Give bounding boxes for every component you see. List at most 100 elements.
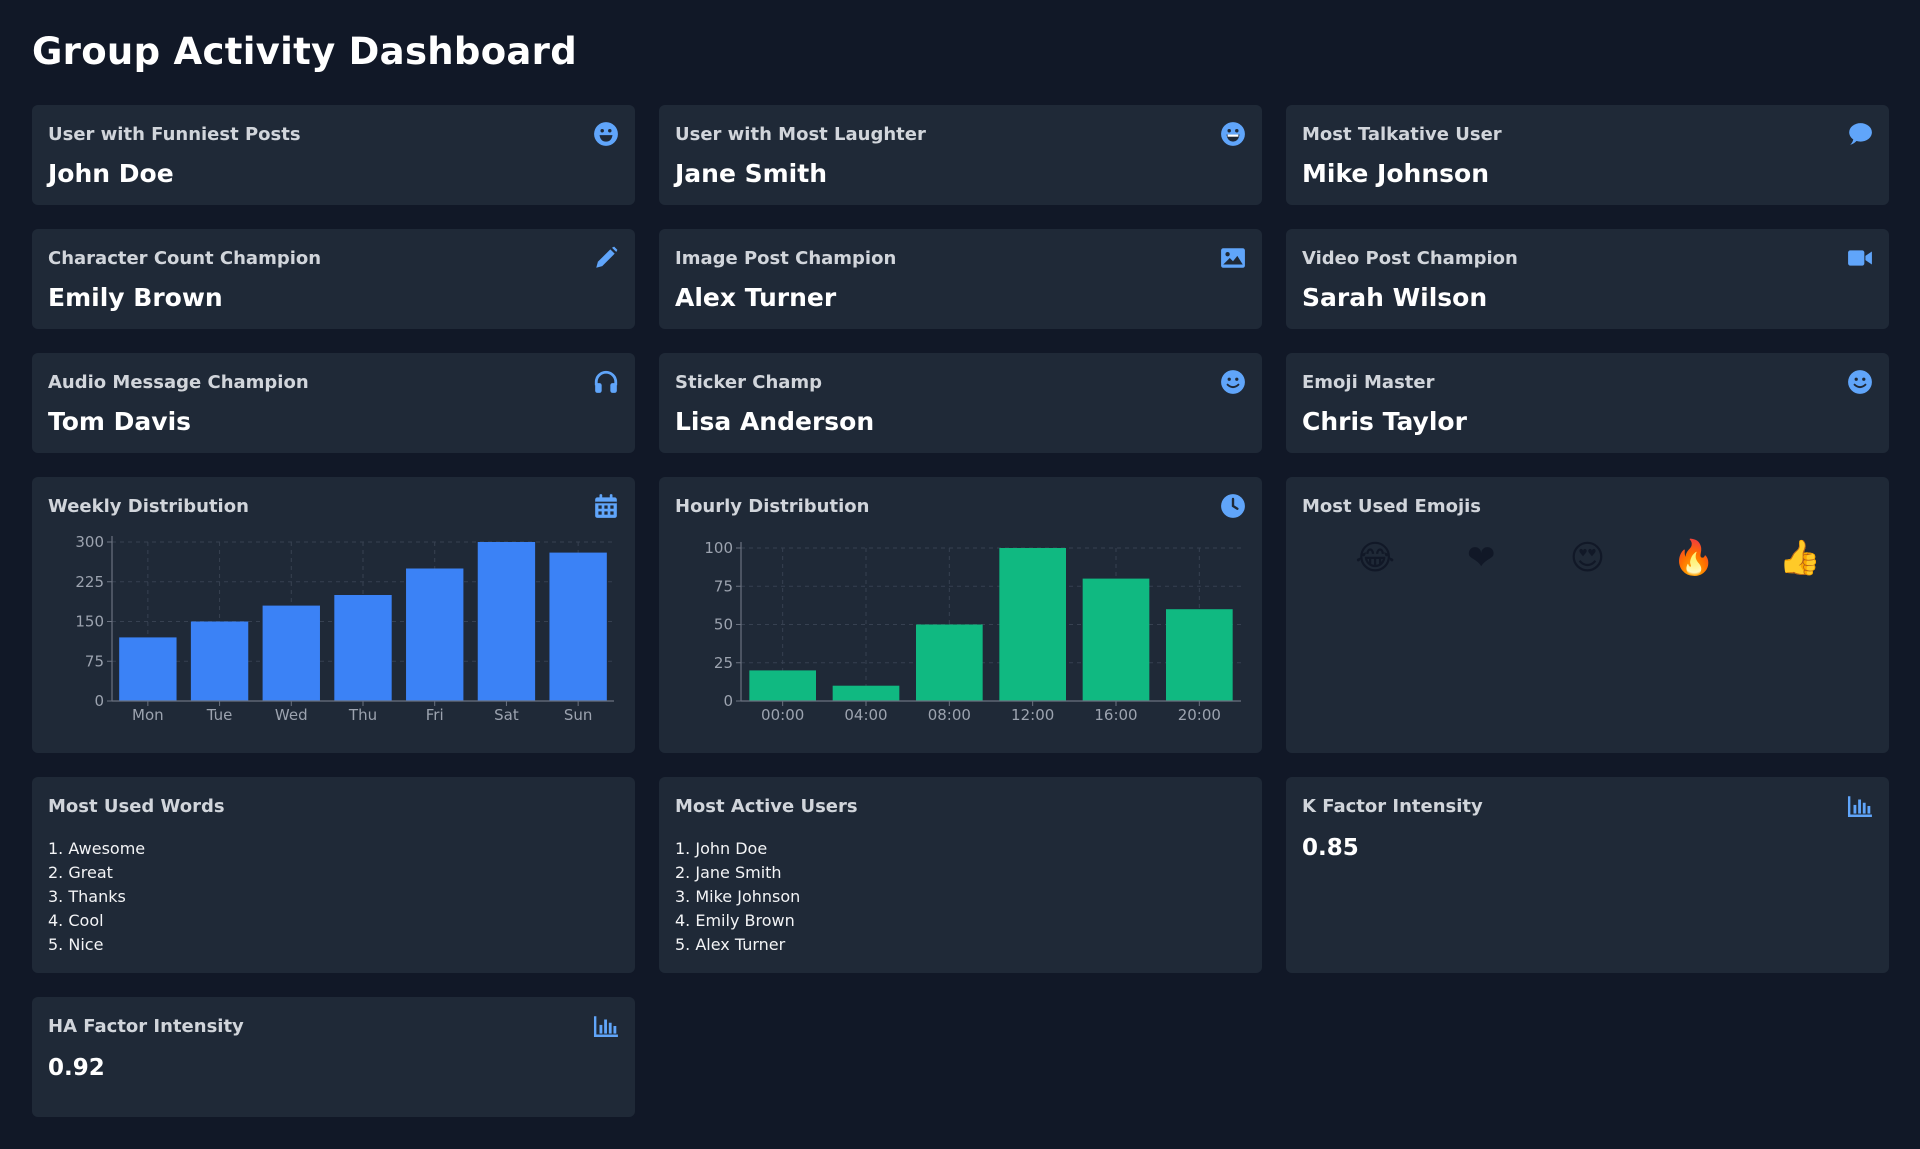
x-tick-label: 00:00 (761, 706, 804, 724)
hourly-bar-chart: 0 25 50 75 100 00:00 04:00 08:00 12:00 16:00 20:00 (704, 539, 1241, 724)
x-tick-label: Sun (564, 706, 593, 724)
stat-card-funniest: User with Funniest Posts John Doe (32, 105, 635, 205)
bar (916, 624, 983, 701)
smile-icon (1847, 369, 1873, 395)
bar (999, 548, 1066, 701)
user-list: 1. John Doe 2. Jane Smith 3. Mike Johnso… (675, 837, 1246, 957)
x-tick-label: 20:00 (1178, 706, 1221, 724)
y-tick-label: 75 (714, 577, 733, 595)
y-tick-label: 150 (75, 613, 104, 631)
x-tick-label: 12:00 (1011, 706, 1054, 724)
bar (832, 685, 900, 701)
factor-value: 0.85 (1302, 835, 1359, 861)
emoji-card-title: Most Used Emojis (1302, 496, 1482, 517)
word-list: 1. Awesome 2. Great 3. Thanks 4. Cool 5.… (48, 837, 619, 957)
stat-card-video-post: Video Post Champion Sarah Wilson (1286, 229, 1889, 329)
stat-title: Most Talkative User (1302, 124, 1502, 145)
x-tick-label: Fri (426, 706, 444, 724)
list-item: 3. Mike Johnson (675, 887, 801, 906)
most-used-words-card: Most Used Words 1. Awesome 2. Great 3. T… (32, 777, 635, 973)
weekly-bar-chart: 0 75 150 225 300 Mon Tue Wed Thu Fri Sat Sun (75, 533, 614, 724)
stat-title: Image Post Champion (675, 248, 897, 269)
bar (549, 552, 607, 701)
x-tick-label: Sat (494, 706, 519, 724)
y-tick-label: 0 (723, 692, 733, 710)
stat-value: Alex Turner (675, 283, 837, 312)
stat-card-image-post: Image Post Champion Alex Turner (659, 229, 1262, 329)
stat-card-character-count: Character Count Champion Emily Brown (32, 229, 635, 329)
bar (190, 621, 249, 701)
emoji-item: 👍 (1778, 538, 1822, 578)
weekly-distribution-card: Weekly Distribution 0 75 150 225 300 Mon Tue We… (32, 477, 635, 753)
dashboard-grid: User with Funniest Posts John Doe User w… (32, 105, 1889, 1117)
list-item: 1. Awesome (48, 839, 146, 858)
x-tick-label: Mon (132, 706, 164, 724)
stat-value: Emily Brown (48, 283, 223, 312)
stat-value: Tom Davis (48, 407, 192, 436)
emoji-item: 😂 (1355, 538, 1395, 578)
image-icon (1220, 245, 1246, 271)
list-item: 4. Emily Brown (675, 911, 795, 930)
chart-bar-icon (593, 1013, 619, 1039)
factor-title: K Factor Intensity (1302, 796, 1483, 817)
list-title: Most Used Words (48, 796, 225, 817)
x-tick-label: Tue (206, 706, 233, 724)
emoji-list: 😂 ❤ 😍 🔥 👍 (1302, 533, 1873, 583)
list-item: 5. Nice (48, 935, 104, 954)
stat-title: User with Funniest Posts (48, 124, 301, 145)
stat-title: Sticker Champ (675, 372, 823, 393)
stat-title: User with Most Laughter (675, 124, 926, 145)
stat-value: Chris Taylor (1302, 407, 1467, 436)
stat-card-laughter: User with Most Laughter Jane Smith (659, 105, 1262, 205)
page-title: Group Activity Dashboard (32, 30, 578, 73)
chart-title: Hourly Distribution (675, 496, 870, 517)
stat-title: Video Post Champion (1302, 248, 1518, 269)
list-item: 2. Jane Smith (675, 863, 782, 882)
x-tick-label: Wed (275, 706, 308, 724)
bar (1082, 578, 1150, 701)
bar (406, 568, 464, 701)
hourly-distribution-card: Hourly Distribution 0 25 50 75 100 00:00 04:00… (659, 477, 1262, 753)
grin-icon (593, 121, 619, 147)
smile-icon (1220, 369, 1246, 395)
chart-bar-icon (1847, 793, 1873, 819)
factor-title: HA Factor Intensity (48, 1016, 244, 1037)
k-factor-card: K Factor Intensity 0.85 (1286, 777, 1889, 973)
list-title: Most Active Users (675, 796, 858, 817)
y-tick-label: 75 (85, 652, 104, 670)
emoji-item: ❤ (1467, 538, 1496, 578)
x-tick-label: Thu (348, 706, 377, 724)
stat-title: Character Count Champion (48, 248, 322, 269)
emoji-item: 🔥 (1672, 538, 1715, 578)
stat-value: Jane Smith (675, 159, 828, 188)
bar (334, 595, 392, 701)
x-tick-label: 04:00 (844, 706, 887, 724)
list-item: 4. Cool (48, 911, 104, 930)
stat-value: John Doe (48, 159, 174, 188)
list-item: 5. Alex Turner (675, 935, 786, 954)
y-tick-label: 50 (714, 616, 733, 634)
bar (119, 637, 177, 701)
calendar-icon (593, 493, 619, 519)
x-tick-label: 16:00 (1094, 706, 1137, 724)
emoji-item: 😍 (1569, 538, 1606, 578)
stat-card-audio-message: Audio Message Champion Tom Davis (32, 353, 635, 453)
headphones-icon (593, 369, 619, 395)
stat-card-emoji-master: Emoji Master Chris Taylor (1286, 353, 1889, 453)
y-tick-label: 300 (75, 533, 104, 551)
stat-card-talkative: Most Talkative User Mike Johnson (1286, 105, 1889, 205)
y-tick-label: 25 (714, 654, 733, 672)
bar (749, 670, 816, 701)
factor-value: 0.92 (48, 1055, 105, 1081)
stat-card-sticker: Sticker Champ Lisa Anderson (659, 353, 1262, 453)
stat-value: Sarah Wilson (1302, 283, 1488, 312)
y-tick-label: 225 (75, 573, 104, 591)
bar (262, 605, 320, 701)
most-used-emojis-card: Most Used Emojis 😂 ❤ 😍 🔥 👍 (1286, 477, 1889, 753)
bar (477, 542, 536, 701)
clock-icon (1220, 493, 1246, 519)
video-icon (1847, 245, 1873, 271)
stat-value: Lisa Anderson (675, 407, 875, 436)
stat-value: Mike Johnson (1302, 159, 1489, 188)
